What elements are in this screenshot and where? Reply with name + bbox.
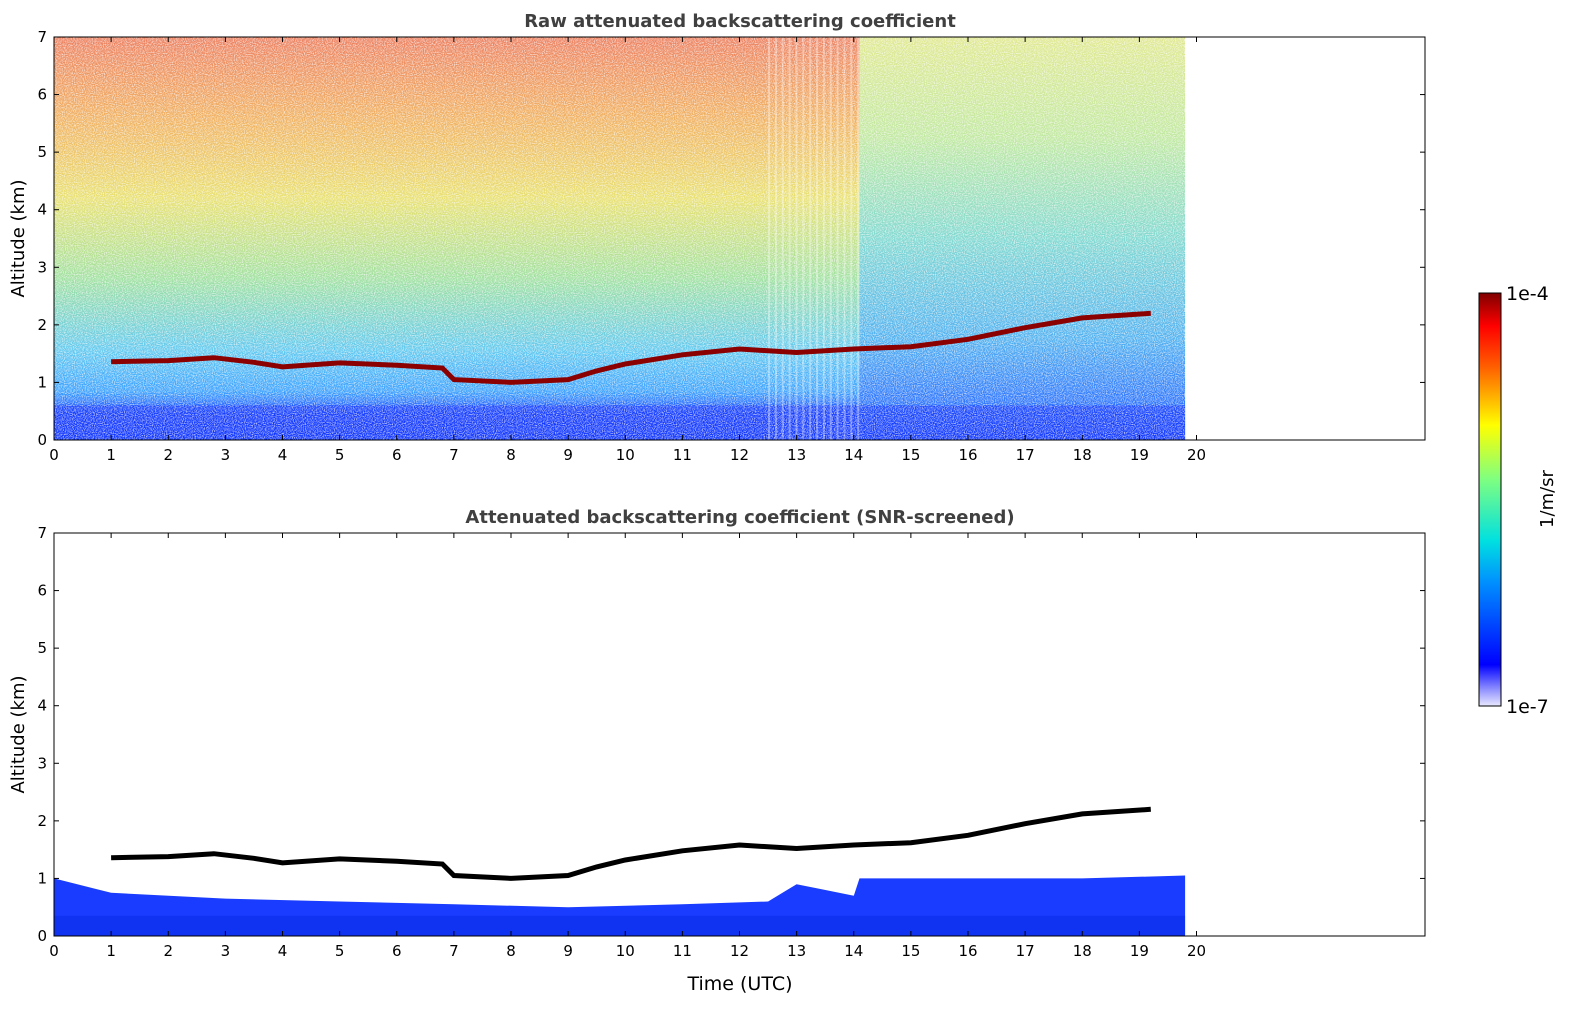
x-tick-label: 19 [1130,446,1149,464]
x-tick-label: 13 [787,446,806,464]
noise-streak [829,37,832,440]
noise-streak [836,37,839,440]
noise-streak [857,37,860,440]
noise-streak [850,37,853,440]
y-tick-label: 2 [37,316,47,334]
x-tick-label: 4 [278,942,288,960]
cloud-base-line [111,310,1151,385]
y-axis-screened: 0 1 2 3 4 5 6 7 [37,524,1425,945]
noise-streak [802,37,805,440]
y-tick-label: 5 [37,143,47,161]
x-tick-label: 0 [49,942,59,960]
y-tick-label: 2 [37,812,47,830]
x-tick-label: 9 [563,942,573,960]
y-tick-label: 7 [37,28,47,46]
cloud-layer-screened [111,806,1151,881]
x-tick-label: 17 [1016,942,1035,960]
x-tick-label: 18 [1073,942,1092,960]
backscatter-image-raw [54,37,1186,440]
colorbar-unit-label: 1/m/sr [1537,469,1558,527]
x-tick-label: 6 [392,942,402,960]
x-tick-label: 0 [49,446,59,464]
backscatter-image-screened [54,875,1186,936]
x-tick-label: 13 [787,942,806,960]
noise-streak [788,37,791,440]
y-tick-label: 6 [37,86,47,104]
y-tick-label: 3 [37,754,47,772]
noise-speckle [54,37,1186,440]
y-tick-label: 4 [37,201,47,219]
x-tick-label: 8 [506,942,516,960]
noise-streak [809,37,812,440]
panel-screened: Attenuated backscattering coefficient (S… [8,507,1426,995]
x-tick-label: 18 [1073,446,1092,464]
x-tick-label: 5 [335,942,345,960]
y-tick-label: 3 [37,258,47,276]
noise-streak [774,37,777,440]
y-tick-label: 5 [37,639,47,657]
y-tick-label: 6 [37,582,47,600]
x-tick-label: 4 [278,446,288,464]
noise-streak [795,37,798,440]
y-tick-label: 1 [37,373,47,391]
x-tick-label: 12 [730,942,749,960]
x-tick-label: 11 [673,942,692,960]
chart-title-screened: Attenuated backscattering coefficient (S… [465,507,1014,528]
x-axis-raw: 0 1 2 3 4 5 6 7 8 9 10 11 12 13 14 15 16 17 18 19 20 [49,37,1206,464]
x-tick-label: 3 [221,446,231,464]
noise-streak [843,37,846,440]
cloud-layer-raw [111,310,1151,385]
noise-streak [768,37,771,440]
x-tick-label: 15 [901,942,920,960]
y-tick-label: 0 [37,927,47,945]
x-tick-label: 20 [1187,446,1206,464]
x-tick-label: 10 [616,446,635,464]
colorbar-min-label: 1e-7 [1506,696,1549,718]
x-tick-label: 15 [901,446,920,464]
y-axis-raw: 0 1 2 3 4 5 6 7 [37,28,1425,449]
x-tick-label: 2 [163,446,173,464]
x-tick-label: 14 [844,942,863,960]
x-tick-label: 16 [958,446,977,464]
y-axis-label-raw: Altitude (km) [8,179,29,297]
surface-band-screened [54,915,1186,936]
x-tick-label: 16 [958,942,977,960]
x-tick-label: 7 [449,942,459,960]
noise-streak [816,37,819,440]
cloud-base-line [111,806,1151,881]
x-tick-label: 5 [335,446,345,464]
y-tick-label: 4 [37,697,47,715]
plot-frame-screened [53,532,1426,937]
y-tick-label: 1 [37,869,47,887]
panel-raw: Raw attenuated backscattering coefficien… [8,11,1426,464]
noise-streak [781,37,784,440]
x-tick-label: 9 [563,446,573,464]
y-axis-label-screened: Altitude (km) [8,675,29,793]
x-tick-label: 8 [506,446,516,464]
chart-title-raw: Raw attenuated backscattering coefficien… [524,11,956,32]
x-tick-label: 6 [392,446,402,464]
noise-streak [822,37,825,440]
x-tick-label: 14 [844,446,863,464]
x-tick-label: 1 [106,942,116,960]
x-tick-label: 7 [449,446,459,464]
y-tick-label: 0 [37,431,47,449]
x-tick-label: 1 [106,446,116,464]
x-tick-label: 20 [1187,942,1206,960]
x-tick-label: 12 [730,446,749,464]
x-tick-label: 3 [221,942,231,960]
x-tick-label: 17 [1016,446,1035,464]
x-axis-label: Time (UTC) [686,973,792,995]
colorbar-gradient [1478,292,1502,707]
colorbar-max-label: 1e-4 [1506,283,1549,305]
x-tick-label: 11 [673,446,692,464]
x-tick-label: 2 [163,942,173,960]
y-tick-label: 7 [37,524,47,542]
x-tick-label: 10 [616,942,635,960]
x-tick-label: 19 [1130,942,1149,960]
x-axis-screened: 0 1 2 3 4 5 6 7 8 9 10 11 12 13 14 15 16 17 18 19 20 [49,533,1206,960]
colorbar: 1e-4 1e-7 1/m/sr [1478,283,1558,718]
